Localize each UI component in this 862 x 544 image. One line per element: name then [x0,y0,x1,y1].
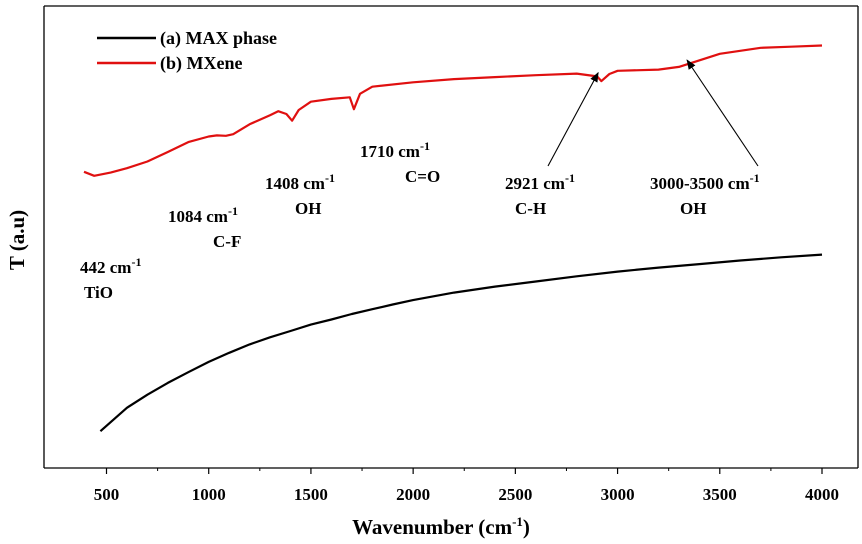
x-tick-label: 2000 [396,485,430,504]
series-line-mxene [83,44,823,177]
annotation-arrow-2921 [547,71,599,167]
annotation-group: C-F [213,232,241,251]
annotation-group: C=O [405,167,440,186]
series-layer [83,44,823,433]
series-line-max-phase [99,253,823,433]
x-tick-label: 3000 [601,485,635,504]
annotation-group: C-H [515,199,546,218]
legend-label: (b) MXene [160,53,242,74]
x-tick-label: 3500 [703,485,737,504]
x-tick-label: 1000 [192,485,226,504]
annotation-group: TiO [84,283,113,302]
annotation-wavenumber: 1408 cm-1 [265,171,335,193]
annotations: 442 cm-1 TiO 1084 cm-1 C-F 1408 cm-1 OH 1710 c… [80,59,760,302]
annotation-wavenumber: 3000-3500 cm-1 [650,171,760,193]
annotation-wavenumber: 442 cm-1 [80,255,141,277]
legend: (a) MAX phase (b) MXene [97,28,277,74]
annotation-wavenumber: 2921 cm-1 [505,171,575,193]
x-axis-title: Wavenumber (cm-1) [352,514,530,539]
x-tick-label: 4000 [805,485,839,504]
legend-label: (a) MAX phase [160,28,277,49]
x-tick-label: 500 [94,485,120,504]
x-tick-label: 1500 [294,485,328,504]
annotation-group: OH [295,199,321,218]
annotation-wavenumber: 1710 cm-1 [360,139,430,161]
annotation-group: OH [680,199,706,218]
plot-area-frame [43,5,859,469]
y-axis-title: T (a.u) [5,210,29,270]
x-tick-label: 2500 [498,485,532,504]
annotation-wavenumber: 1084 cm-1 [168,204,238,226]
x-axis-ticks: 500 1000 1500 2000 2500 3000 3500 4000 [94,468,839,504]
annotation-arrow-3000-3500 [686,59,759,167]
